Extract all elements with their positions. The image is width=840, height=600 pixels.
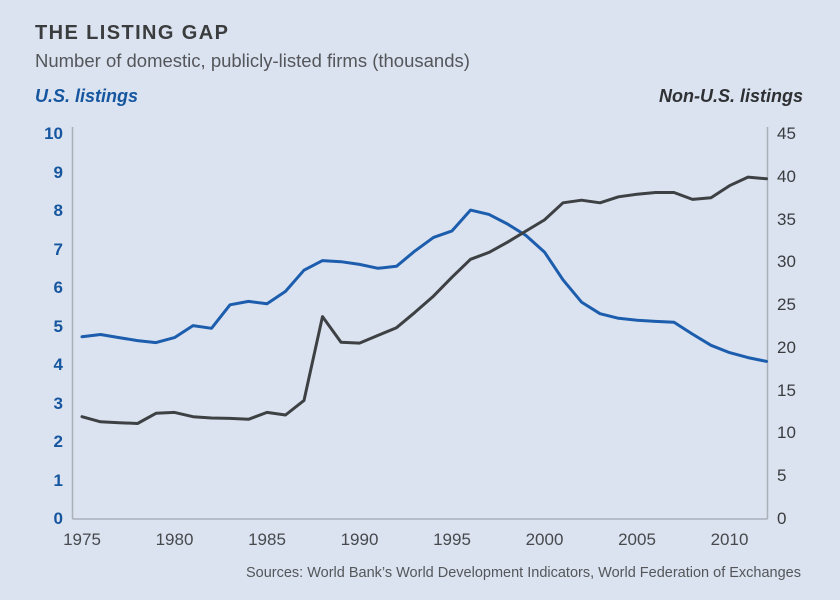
non-us-listings-line — [80, 175, 768, 425]
us-listings-line — [80, 208, 768, 363]
left-axis-series-label: U.S. listings — [35, 86, 139, 106]
chart-title: THE LISTING GAP — [35, 22, 230, 44]
right-axis-series-label: Non-U.S. listings — [659, 86, 803, 106]
chart-subtitle: Number of domestic, publicly-listed firm… — [35, 50, 470, 71]
source-note: Sources: World Bank’s World Development … — [245, 565, 801, 581]
